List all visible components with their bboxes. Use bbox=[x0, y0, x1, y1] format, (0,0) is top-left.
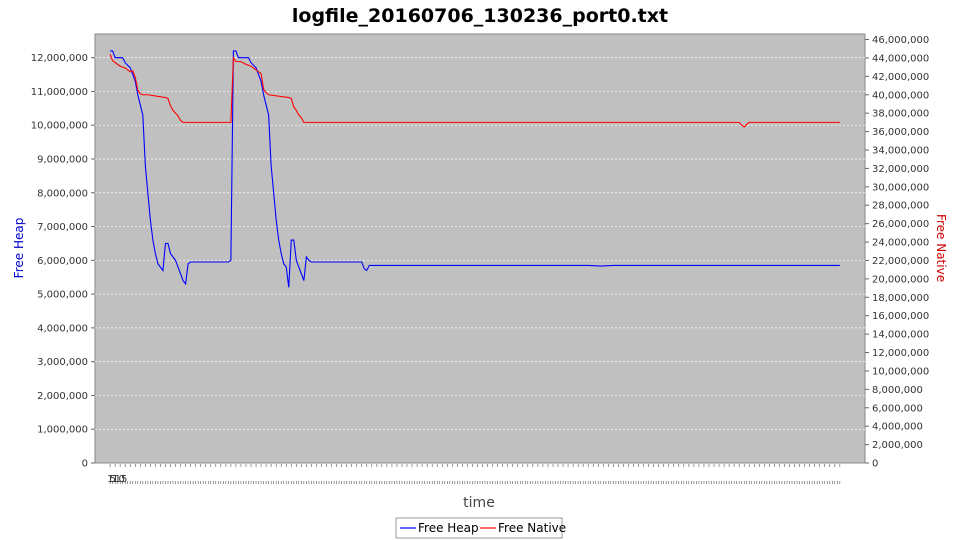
grid-lines bbox=[95, 57, 865, 430]
y-right-tick-label: 12,000,000 bbox=[872, 348, 929, 359]
y-right-tick-label: 46,000,000 bbox=[872, 35, 929, 46]
y-right-tick-label: 28,000,000 bbox=[872, 201, 929, 212]
y-left-tick-label: 4,000,000 bbox=[37, 323, 88, 334]
y-right-tick-label: 42,000,000 bbox=[872, 72, 929, 83]
y-right-tick-label: 40,000,000 bbox=[872, 90, 929, 101]
y-right-tick-label: 10,000,000 bbox=[872, 366, 929, 377]
y-right-tick-label: 16,000,000 bbox=[872, 311, 929, 322]
y-left-tick-label: 0 bbox=[82, 459, 88, 470]
legend-box bbox=[395, 517, 563, 539]
series-line-free-native bbox=[109, 54, 840, 128]
series-line-free-heap bbox=[110, 50, 840, 288]
y-right-tick-label: 38,000,000 bbox=[872, 109, 929, 120]
series-layer bbox=[109, 50, 840, 288]
y-right-tick-label: 0 bbox=[872, 459, 878, 470]
x-tick-label: 5 bbox=[110, 474, 116, 485]
left-axis: 0 1,000,000 2,000,000 3,000,000 4,000,000 5,0… bbox=[31, 53, 95, 470]
y-right-tick-label: 44,000,000 bbox=[872, 53, 929, 64]
x-tick-label: 10 bbox=[112, 474, 125, 485]
y-right-tick-label: 22,000,000 bbox=[872, 256, 929, 267]
y-right-tick-label: 20,000,000 bbox=[872, 274, 929, 285]
y-right-tick-label: 18,000,000 bbox=[872, 293, 929, 304]
x-tick-label: 15 bbox=[115, 474, 128, 485]
y-right-tick-label: 24,000,000 bbox=[872, 238, 929, 249]
x-tick-label: 1 bbox=[107, 474, 113, 485]
y-right-tick-label: 32,000,000 bbox=[872, 164, 929, 175]
y-right-tick-label: 14,000,000 bbox=[872, 330, 929, 341]
y-right-tick-label: 8,000,000 bbox=[872, 385, 923, 396]
legend-label-free-heap: Free Heap bbox=[418, 521, 479, 535]
x-axis-label: time bbox=[463, 495, 495, 511]
legend-label-free-native: Free Native bbox=[498, 521, 566, 535]
y-right-tick-label: 4,000,000 bbox=[872, 422, 923, 433]
y-left-tick-label: 11,000,000 bbox=[31, 87, 88, 98]
y-right-tick-label: 36,000,000 bbox=[872, 127, 929, 138]
y-right-tick-label: 30,000,000 bbox=[872, 182, 929, 193]
y-left-tick-label: 10,000,000 bbox=[31, 121, 88, 132]
legend: Free Heap Free Native bbox=[395, 517, 566, 539]
y-left-tick-label: 7,000,000 bbox=[37, 222, 88, 233]
y-right-tick-label: 2,000,000 bbox=[872, 440, 923, 451]
y-left-tick-label: 2,000,000 bbox=[37, 391, 88, 402]
plot-area bbox=[94, 33, 866, 464]
y-left-tick-label: 1,000,000 bbox=[37, 425, 88, 436]
y-left-tick-label: 5,000,000 bbox=[37, 290, 88, 301]
y-axis-left-label: Free Heap bbox=[12, 218, 26, 279]
y-left-tick-label: 9,000,000 bbox=[37, 154, 88, 165]
y-right-tick-label: 34,000,000 bbox=[872, 145, 929, 156]
y-left-tick-label: 6,000,000 bbox=[37, 256, 88, 267]
right-axis: 0 2,000,000 4,000,000 6,000,000 8,000,000 10,… bbox=[865, 35, 929, 470]
y-left-tick-label: 8,000,000 bbox=[37, 188, 88, 199]
y-right-tick-label: 6,000,000 bbox=[872, 403, 923, 414]
y-right-tick-label: 26,000,000 bbox=[872, 219, 929, 230]
y-left-tick-label: 12,000,000 bbox=[31, 53, 88, 64]
y-left-tick-label: 3,000,000 bbox=[37, 357, 88, 368]
y-axis-right-label: Free Native bbox=[934, 214, 948, 282]
chart-title: logfile_20160706_130236_port0.txt bbox=[292, 5, 668, 27]
